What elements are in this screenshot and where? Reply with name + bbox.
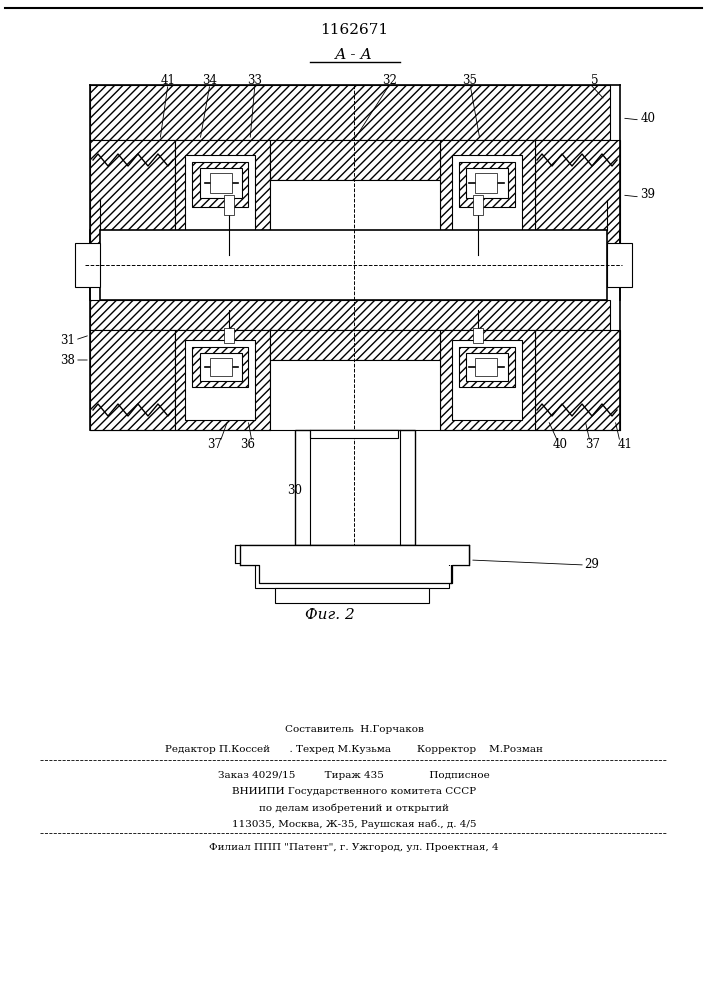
- Text: 37: 37: [207, 438, 223, 452]
- Text: 36: 36: [240, 438, 255, 452]
- Bar: [235, 545, 469, 563]
- Text: 32: 32: [382, 74, 397, 87]
- Bar: [241, 546, 469, 565]
- Bar: [90, 330, 175, 430]
- Bar: [250, 547, 275, 561]
- Bar: [452, 340, 522, 420]
- Text: 40: 40: [641, 111, 655, 124]
- Bar: [255, 563, 449, 588]
- Bar: [185, 155, 255, 240]
- Bar: [90, 85, 610, 140]
- Bar: [175, 140, 270, 255]
- Bar: [90, 300, 610, 330]
- Text: Фиг. 2: Фиг. 2: [305, 608, 355, 622]
- Bar: [440, 330, 535, 430]
- Bar: [210, 173, 232, 193]
- Text: Составитель  Н.Горчаков: Составитель Н.Горчаков: [284, 726, 423, 734]
- Bar: [466, 353, 508, 381]
- Bar: [475, 173, 497, 193]
- Text: 30: 30: [288, 484, 303, 496]
- Text: 5: 5: [591, 74, 599, 87]
- Text: ВНИИПИ Государственного комитета СССР: ВНИИПИ Государственного комитета СССР: [232, 788, 476, 796]
- Text: 35: 35: [462, 74, 477, 87]
- Bar: [459, 162, 515, 207]
- Bar: [100, 230, 607, 300]
- Bar: [275, 588, 429, 603]
- Bar: [473, 195, 483, 215]
- Bar: [175, 330, 270, 430]
- Bar: [270, 360, 440, 430]
- Bar: [295, 430, 415, 545]
- Text: Филиал ППП "Патент", г. Ужгород, ул. Проектная, 4: Филиал ППП "Патент", г. Ужгород, ул. Про…: [209, 844, 499, 852]
- Bar: [535, 330, 620, 430]
- Bar: [310, 430, 398, 438]
- Text: 29: 29: [585, 558, 600, 570]
- Text: Редактор П.Коссей      . Техред М.Кузьма        Корректор    М.Розман: Редактор П.Коссей . Техред М.Кузьма Корр…: [165, 746, 543, 754]
- Text: 33: 33: [247, 74, 262, 87]
- Text: 31: 31: [61, 334, 76, 347]
- Bar: [210, 358, 232, 376]
- Bar: [75, 243, 100, 287]
- Bar: [200, 168, 242, 198]
- Bar: [429, 547, 454, 561]
- Text: 1162671: 1162671: [320, 23, 388, 37]
- Text: А - А: А - А: [335, 48, 373, 62]
- Bar: [259, 566, 450, 583]
- Text: по делам изобретений и открытий: по делам изобретений и открытий: [259, 803, 449, 813]
- Bar: [224, 328, 234, 343]
- Bar: [440, 140, 535, 255]
- Bar: [90, 140, 175, 255]
- Bar: [270, 330, 440, 360]
- Bar: [452, 155, 522, 240]
- Bar: [185, 340, 255, 420]
- Text: 39: 39: [641, 188, 655, 202]
- Text: 40: 40: [552, 438, 568, 452]
- Text: 38: 38: [61, 354, 76, 366]
- Bar: [607, 243, 632, 287]
- Bar: [459, 347, 515, 387]
- Text: 113035, Москва, Ж-35, Раушская наб., д. 4/5: 113035, Москва, Ж-35, Раушская наб., д. …: [232, 819, 477, 829]
- Bar: [475, 358, 497, 376]
- Bar: [270, 140, 440, 180]
- Bar: [270, 180, 440, 255]
- Text: 37: 37: [585, 438, 600, 452]
- Bar: [535, 140, 620, 255]
- Text: 41: 41: [617, 438, 633, 452]
- Text: Заказ 4029/15         Тираж 435              Подписное: Заказ 4029/15 Тираж 435 Подписное: [218, 770, 490, 780]
- Bar: [192, 347, 248, 387]
- Text: 34: 34: [202, 74, 218, 87]
- Bar: [224, 195, 234, 215]
- Bar: [200, 353, 242, 381]
- Bar: [466, 168, 508, 198]
- Text: 41: 41: [160, 74, 175, 87]
- Bar: [192, 162, 248, 207]
- Bar: [473, 328, 483, 343]
